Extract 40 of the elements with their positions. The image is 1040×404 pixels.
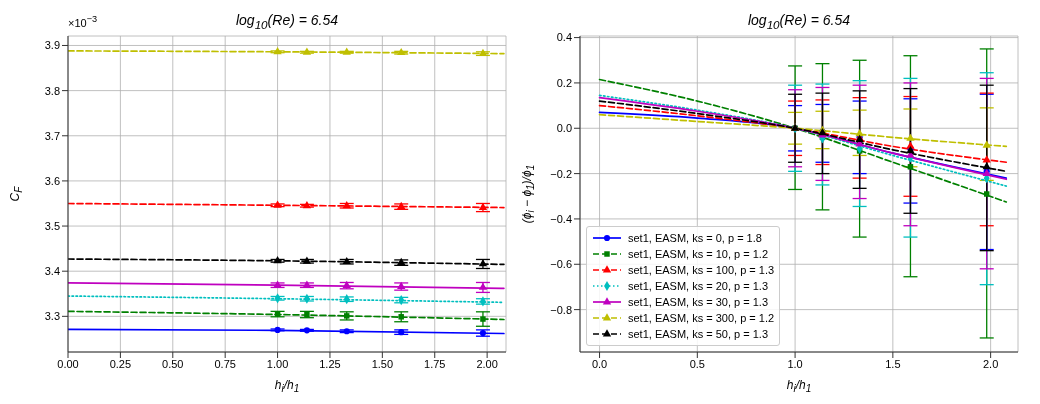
x-tick-label: 2.00 (476, 357, 498, 370)
legend-label: set1, EASM, ks = 30, p = 1.3 (628, 296, 769, 308)
x-tick-label: 0.00 (57, 357, 79, 370)
legend-label: set1, EASM, ks = 50, p = 1.3 (628, 328, 769, 340)
legend-label: set1, EASM, ks = 20, p = 1.3 (628, 280, 769, 292)
chart-title: log$_{10}$(Re) = 6.54 (235, 12, 339, 31)
y-tick-label: 0.2 (556, 76, 572, 89)
x-tick-label: 2.0 (982, 357, 999, 370)
y-tick-label: −0.6 (550, 258, 572, 271)
legend-label: set1, EASM, ks = 10, p = 1.2 (628, 248, 769, 260)
x-tick-label: 1.50 (371, 357, 394, 370)
chart-title: log$_{10}$(Re) = 6.54 (746, 12, 852, 31)
x-tick-label: 0.75 (214, 357, 236, 370)
y-tick-label: 3.8 (44, 84, 60, 97)
y-tick-label: 3.5 (44, 219, 60, 232)
x-tick-label: 1.00 (266, 357, 289, 370)
x-tick-label: 0.50 (162, 357, 184, 370)
y-tick-label: 0.0 (556, 122, 572, 135)
x-tick-label: 1.0 (787, 357, 803, 370)
y-tick-label: 3.3 (44, 310, 60, 323)
x-tick-label: 0.5 (689, 357, 705, 370)
y-tick-label: 0.4 (556, 31, 572, 44)
legend-label: set1, EASM, ks = 0, p = 1.8 (628, 232, 762, 244)
y-tick-label: −0.4 (550, 212, 572, 225)
y-tick-label: 3.9 (44, 39, 60, 52)
x-axis-title: h$_{i}$/h$_{1}$ (273, 377, 301, 394)
x-tick-label: 0.25 (109, 357, 132, 370)
y-tick-label: 3.4 (44, 265, 60, 278)
x-tick-label: 1.5 (885, 357, 901, 370)
x-tick-label: 0.0 (591, 357, 608, 370)
y-tick-label: −0.8 (550, 303, 572, 316)
x-tick-label: 1.75 (424, 357, 446, 370)
y-tick-label: 3.6 (44, 174, 60, 187)
y-tick-label: 3.7 (44, 129, 60, 142)
x-axis-title: h$_{i}$/h$_{1}$ (785, 377, 813, 394)
legend-label: set1, EASM, ks = 300, p = 1.2 (628, 312, 775, 324)
y-tick-label: −0.2 (550, 167, 572, 180)
legend-label: set1, EASM, ks = 100, p = 1.3 (628, 264, 775, 276)
text: ×10$^{−3}$ (68, 14, 98, 29)
x-tick-label: 1.25 (319, 357, 341, 370)
